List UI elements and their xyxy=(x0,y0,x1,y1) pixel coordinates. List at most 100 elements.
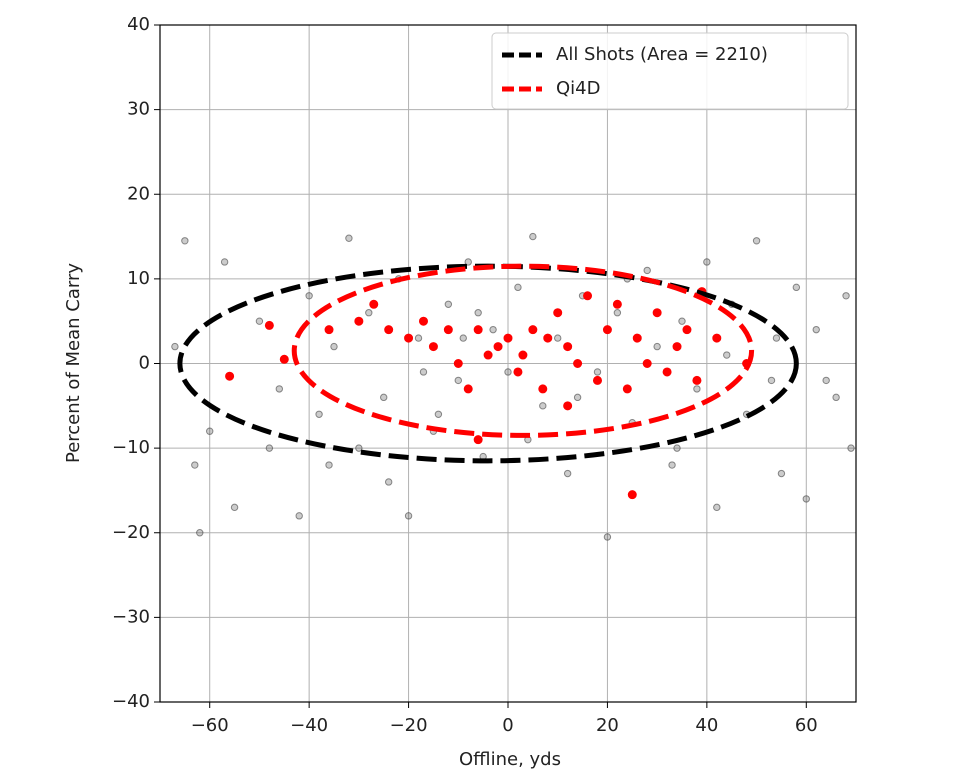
point xyxy=(369,299,379,309)
point xyxy=(463,384,473,394)
point xyxy=(443,325,453,335)
point xyxy=(642,359,652,368)
point xyxy=(503,333,513,343)
point xyxy=(474,309,482,317)
point xyxy=(220,258,229,266)
point xyxy=(255,317,264,325)
x-axis-label: Offline, yds xyxy=(459,749,561,770)
y-tick-label: 10 xyxy=(127,268,150,289)
y-tick-label: −20 xyxy=(112,522,150,543)
point xyxy=(324,325,334,335)
point xyxy=(612,299,622,309)
point xyxy=(513,367,523,377)
x-tick-label: 0 xyxy=(502,715,513,736)
point xyxy=(842,292,850,300)
point xyxy=(563,469,572,478)
point xyxy=(563,401,573,411)
point xyxy=(573,359,583,368)
x-tick-label: −40 xyxy=(290,715,328,736)
point xyxy=(777,469,786,478)
point xyxy=(230,503,239,512)
point xyxy=(459,334,467,342)
point xyxy=(802,495,810,503)
point xyxy=(627,490,637,500)
x-tick-label: 20 xyxy=(596,715,619,736)
point xyxy=(355,444,363,452)
point xyxy=(514,283,522,292)
point xyxy=(444,300,453,308)
point xyxy=(264,320,274,330)
plot-frame xyxy=(159,24,857,703)
point xyxy=(583,291,593,301)
point xyxy=(662,367,672,377)
x-tick-label: −20 xyxy=(390,715,428,736)
point xyxy=(330,342,338,351)
y-tick-label: 0 xyxy=(139,353,150,374)
point xyxy=(668,461,676,469)
y-tick-label: −10 xyxy=(112,437,150,458)
point xyxy=(453,359,463,368)
point xyxy=(325,461,333,469)
point xyxy=(767,376,776,385)
x-tick-label: 60 xyxy=(795,715,818,736)
point xyxy=(384,325,394,335)
legend-label: Qi4D xyxy=(556,78,600,99)
point xyxy=(682,325,692,335)
point xyxy=(554,334,562,342)
point xyxy=(354,316,364,326)
point xyxy=(822,376,830,385)
point xyxy=(428,342,438,352)
point xyxy=(792,283,801,292)
point xyxy=(384,478,393,486)
y-tick-label: −30 xyxy=(112,606,150,627)
point xyxy=(171,342,179,351)
point xyxy=(305,292,313,300)
point xyxy=(563,342,573,352)
point xyxy=(553,308,563,318)
point xyxy=(504,368,512,376)
point xyxy=(518,350,528,360)
point xyxy=(712,333,722,343)
point xyxy=(772,334,781,342)
point xyxy=(678,317,686,325)
point xyxy=(404,512,413,520)
legend-label: All Shots (Area = 2210) xyxy=(556,44,768,65)
point xyxy=(632,333,642,343)
point xyxy=(593,368,602,376)
point xyxy=(692,375,702,385)
point xyxy=(414,334,423,342)
point xyxy=(315,410,323,418)
y-tick-label: 20 xyxy=(127,183,150,204)
point xyxy=(622,384,632,394)
point xyxy=(196,529,204,537)
point xyxy=(603,533,612,541)
point xyxy=(181,237,189,245)
y-axis-label: Percent of Mean Carry xyxy=(63,263,84,463)
point xyxy=(473,435,483,445)
point xyxy=(832,393,840,402)
y-tick-label: 30 xyxy=(127,99,150,120)
point xyxy=(847,444,855,452)
point xyxy=(191,461,199,469)
y-tick-label: 40 xyxy=(127,14,150,35)
point xyxy=(592,375,602,385)
point xyxy=(464,258,472,266)
point xyxy=(703,258,711,266)
plot-area xyxy=(171,232,855,541)
point xyxy=(225,371,235,381)
point xyxy=(295,512,303,520)
point xyxy=(643,266,651,275)
point xyxy=(529,232,537,241)
point xyxy=(573,393,582,402)
point xyxy=(279,354,289,364)
point xyxy=(380,393,388,402)
point xyxy=(493,342,503,352)
point xyxy=(713,503,721,512)
ellipse xyxy=(291,263,755,438)
point xyxy=(613,309,622,317)
point xyxy=(602,325,612,335)
y-tick-label: −40 xyxy=(112,691,150,712)
point xyxy=(454,376,462,385)
